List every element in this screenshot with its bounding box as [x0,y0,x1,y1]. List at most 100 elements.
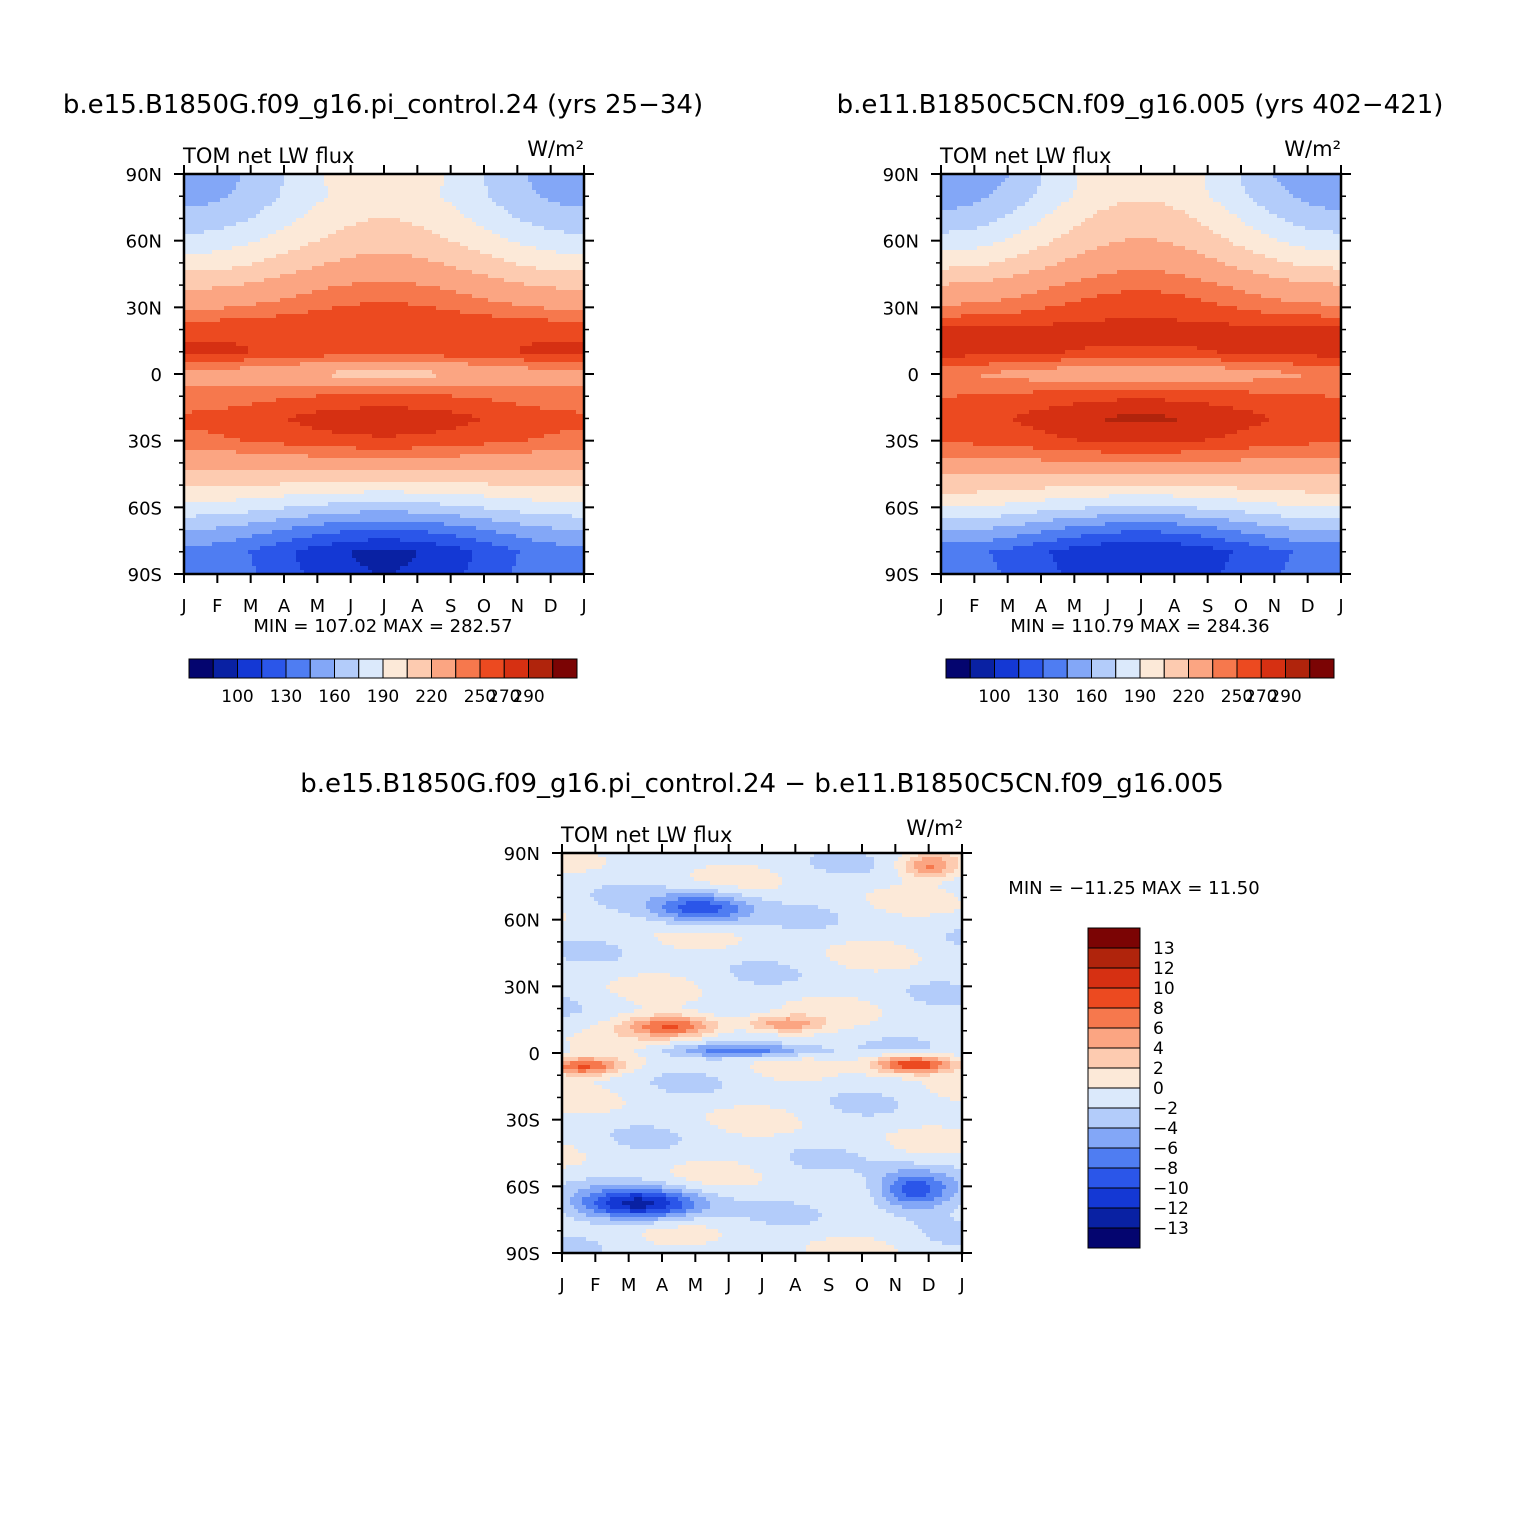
field-cell [304,230,309,235]
field-cell [504,218,509,223]
field-cell [256,182,261,187]
field-cell [528,202,533,207]
field-cell [244,226,249,231]
field-cell [368,210,373,215]
field-cell [268,190,273,195]
field-cell [380,182,385,187]
field-cell [388,206,393,211]
field-cell [404,230,409,235]
field-cell [396,226,401,231]
field-cell [192,226,197,231]
field-cell [464,186,469,191]
field-cell [284,210,289,215]
field-cell [288,226,293,231]
field-cell [560,234,565,239]
field-cell [196,190,201,195]
field-cell [416,206,421,211]
field-cell [396,222,401,227]
field-cell [336,234,341,239]
field-cell [192,198,197,203]
field-cell [396,194,401,199]
field-cell [328,194,333,199]
field-cell [288,186,293,191]
field-cell [220,214,225,219]
field-cell [460,234,465,239]
field-cell [552,226,557,231]
field-cell [524,234,529,239]
field-cell [300,198,305,203]
field-cell [568,186,573,191]
field-cell [500,194,505,199]
field-cell [288,218,293,223]
field-cell [236,230,241,235]
field-cell [372,222,377,227]
field-cell [204,230,209,235]
field-cell [472,210,477,215]
field-cell [444,222,449,227]
field-cell [332,198,337,203]
field-cell [548,198,553,203]
field-cell [544,206,549,211]
field-cell [432,182,437,187]
field-cell [408,234,413,239]
field-cell [276,182,281,187]
field-cell [332,214,337,219]
field-cell [340,202,345,207]
field-cell [208,186,213,191]
field-cell [216,186,221,191]
field-cell [384,190,389,195]
field-cell [416,182,421,187]
field-cell [516,202,521,207]
field-cell [328,234,333,239]
field-cell [400,194,405,199]
field-cell [452,182,457,187]
field-cell [188,230,193,235]
field-cell [440,186,445,191]
field-cell [344,230,349,235]
field-cell [428,178,433,183]
field-cell [532,178,537,183]
field-cell [376,194,381,199]
field-cell [468,210,473,215]
field-cell [292,230,297,235]
field-cell [356,198,361,203]
field-cell [200,198,205,203]
field-cell [192,202,197,207]
field-cell [484,186,489,191]
field-cell [424,218,429,223]
field-cell [328,198,333,203]
field-cell [364,202,369,207]
field-cell [204,182,209,187]
field-cell [568,230,573,235]
field-cell [304,238,309,243]
field-cell [240,214,245,219]
field-cell [480,178,485,183]
field-cell [476,210,481,215]
field-cell [420,190,425,195]
field-cell [276,218,281,223]
field-cell [236,218,241,223]
field-cell [472,198,477,203]
field-cell [508,218,513,223]
field-cell [344,238,349,243]
field-cell [360,238,365,243]
field-cell [248,190,253,195]
field-cell [188,222,193,227]
field-cell [284,214,289,219]
field-cell [464,210,469,215]
field-cell [256,238,261,243]
field-cell [308,182,313,187]
field-cell [208,234,213,239]
field-cell [244,210,249,215]
field-cell [256,226,261,231]
field-cell [396,198,401,203]
field-cell [388,202,393,207]
field-cell [476,186,481,191]
field-cell [256,230,261,235]
field-cell [228,226,233,231]
field-cell [560,178,565,183]
field-cell [484,210,489,215]
field-cell [544,194,549,199]
field-cell [484,218,489,223]
field-cell [328,238,333,243]
